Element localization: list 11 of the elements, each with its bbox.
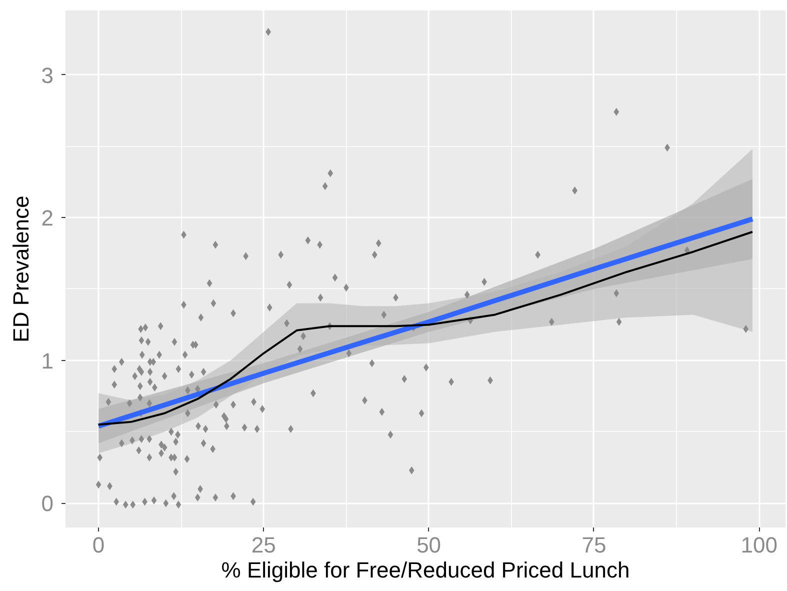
x-tick-label: 100 [740,532,778,558]
x-tick-label: 50 [416,532,442,558]
y-axis-title: ED Prevalence [8,196,34,342]
x-tick-label: 0 [92,532,105,558]
y-tick-label: 0 [41,491,54,516]
x-tick-label: 25 [251,532,276,558]
y-tick-label: 1 [41,348,54,374]
x-tick-label: 75 [582,532,606,558]
y-tick-label: 2 [41,206,54,231]
y-tick-label: 3 [41,62,54,88]
x-axis-title: % Eligible for Free/Reduced Priced Lunch [221,558,630,582]
